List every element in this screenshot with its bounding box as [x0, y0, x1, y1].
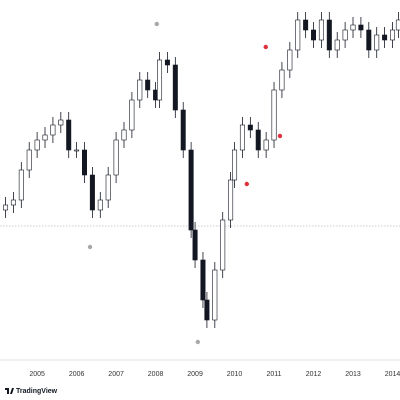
x-tick-label: 2005 — [29, 371, 45, 378]
candle-body — [137, 79, 143, 101]
candle-body — [192, 229, 198, 261]
candle-body — [303, 19, 309, 31]
candle-body — [232, 149, 238, 181]
candle-body — [66, 119, 72, 151]
x-tick-label: 2009 — [187, 371, 203, 378]
candle-body — [172, 64, 178, 111]
candle-body — [318, 19, 324, 41]
candle-body — [82, 149, 88, 176]
candle-body — [180, 109, 186, 151]
candle-body — [374, 34, 380, 51]
x-tick-label: 2011 — [267, 371, 282, 378]
candle-body — [228, 179, 234, 221]
candle-body — [18, 169, 24, 201]
candle-body — [74, 149, 80, 152]
candle-body — [239, 124, 245, 151]
candle-body — [366, 29, 372, 51]
candle-body — [271, 89, 277, 141]
candle-body — [26, 149, 32, 171]
candle-body — [97, 199, 103, 211]
x-tick-label: 2008 — [148, 371, 164, 378]
candle-body — [50, 124, 56, 136]
candle-body — [58, 119, 64, 126]
event-marker — [195, 339, 201, 345]
x-tick-label: 2012 — [306, 371, 322, 378]
candle-body — [121, 129, 127, 141]
candle-body — [188, 149, 194, 231]
x-tick-label: 2014 — [385, 371, 400, 378]
candle-body — [247, 124, 253, 131]
candle-body — [382, 34, 388, 41]
candle-body — [342, 29, 348, 41]
candle-body — [326, 19, 332, 51]
watermark: TradingView — [16, 388, 58, 395]
candle-body — [295, 19, 301, 51]
candle-body — [358, 24, 364, 31]
event-marker — [87, 244, 93, 250]
candle-body — [204, 299, 210, 321]
candle-body — [145, 79, 151, 91]
candle-body — [89, 174, 95, 211]
candle-body — [350, 24, 356, 31]
x-tick-label: 2013 — [345, 371, 361, 378]
x-tick-label: 2006 — [69, 371, 85, 378]
candle-body — [42, 134, 48, 141]
candle-body — [200, 259, 206, 301]
candle-body — [212, 269, 218, 321]
candle-body — [157, 59, 163, 101]
candle-body — [220, 219, 226, 271]
candle-body — [34, 139, 40, 151]
candle-body — [10, 199, 16, 206]
event-marker — [277, 133, 283, 139]
candle-body — [129, 99, 135, 131]
logo — [5, 388, 14, 394]
candle-body — [113, 139, 119, 176]
candle-body — [263, 139, 269, 151]
candle-body — [3, 204, 9, 211]
event-marker — [154, 21, 159, 27]
candle-body — [311, 29, 317, 41]
candle-body — [164, 59, 170, 66]
candle-body — [287, 49, 293, 71]
candle-body — [105, 174, 111, 201]
candle-body — [279, 69, 285, 91]
x-tick-label: 2007 — [108, 371, 124, 378]
candle-body — [334, 39, 340, 51]
candle-body — [255, 129, 261, 151]
candle-body — [395, 19, 400, 31]
event-marker — [263, 44, 268, 50]
candle-body — [389, 29, 395, 41]
event-marker — [244, 181, 249, 187]
x-tick-label: 2010 — [227, 371, 243, 378]
